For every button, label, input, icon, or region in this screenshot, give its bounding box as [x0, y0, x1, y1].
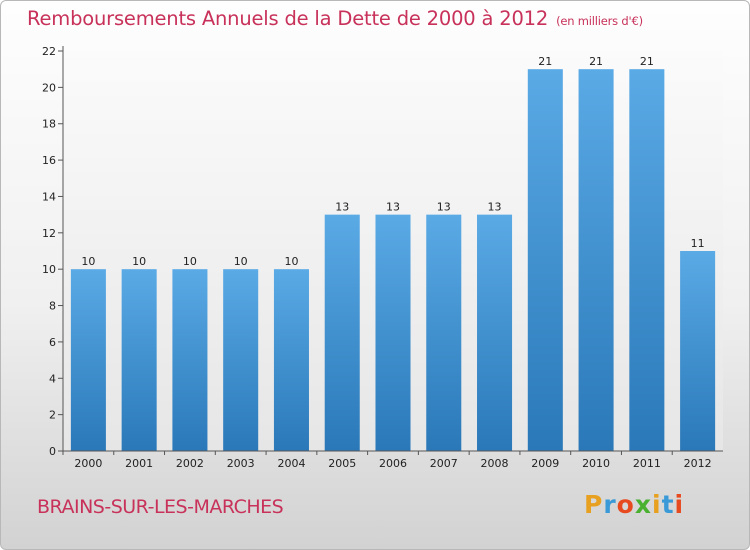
bar-2006: [375, 214, 411, 451]
x-tick-label-2000: 2000: [74, 457, 102, 470]
logo-letter: r: [603, 490, 617, 519]
bar-2007: [426, 214, 462, 451]
x-tick-label-2005: 2005: [328, 457, 356, 470]
logo-letter: i: [674, 490, 685, 519]
x-tick-label-2004: 2004: [277, 457, 305, 470]
y-tick-label-6: 6: [49, 336, 56, 349]
bar-2000: [70, 269, 106, 451]
logo-letter: P: [584, 490, 604, 519]
bar-2011: [629, 69, 665, 451]
logo-letter: t: [661, 490, 675, 519]
value-label-2010: 21: [589, 55, 603, 68]
y-tick-label-8: 8: [49, 300, 56, 313]
y-tick-label-16: 16: [42, 154, 56, 167]
bar-2005: [324, 214, 360, 451]
value-label-2001: 10: [132, 255, 146, 268]
value-label-2006: 13: [386, 201, 400, 214]
x-tick-label-2010: 2010: [582, 457, 610, 470]
bar-2010: [578, 69, 614, 451]
bar-2002: [172, 269, 208, 451]
x-tick-label-2006: 2006: [379, 457, 407, 470]
bar-2001: [121, 269, 157, 451]
bar-2012: [680, 251, 716, 451]
x-tick-label-2007: 2007: [430, 457, 458, 470]
x-tick-label-2011: 2011: [633, 457, 661, 470]
y-tick-label-22: 22: [42, 45, 56, 58]
value-label-2011: 21: [640, 55, 654, 68]
y-tick-label-10: 10: [42, 263, 56, 276]
value-label-2000: 10: [81, 255, 95, 268]
value-label-2009: 21: [538, 55, 552, 68]
proxiti-logo[interactable]: Proxiti: [584, 490, 684, 519]
y-tick-label-20: 20: [42, 81, 56, 94]
value-label-2003: 10: [234, 255, 248, 268]
value-label-2005: 13: [335, 201, 349, 214]
x-tick-label-2012: 2012: [684, 457, 712, 470]
y-tick-label-4: 4: [49, 372, 56, 385]
x-tick-label-2008: 2008: [481, 457, 509, 470]
x-tick-label-2002: 2002: [176, 457, 204, 470]
x-tick-label-2001: 2001: [125, 457, 153, 470]
y-tick-label-2: 2: [49, 409, 56, 422]
bar-2008: [477, 214, 513, 451]
logo-letter: o: [616, 490, 635, 519]
bar-2009: [527, 69, 563, 451]
y-tick-label-12: 12: [42, 227, 56, 240]
bar-2004: [273, 269, 309, 451]
chart-title: Remboursements Annuels de la Dette de 20…: [27, 7, 643, 30]
y-tick-label-0: 0: [49, 445, 56, 458]
bar-2003: [223, 269, 259, 451]
chart-title-text: Remboursements Annuels de la Dette de 20…: [27, 7, 549, 30]
value-label-2008: 13: [488, 201, 502, 214]
bars-group: 10 10 10 10 10 13 13 13 13 21 21 21 11: [70, 55, 716, 451]
value-label-2002: 10: [183, 255, 197, 268]
logo-letter: x: [634, 490, 652, 519]
y-tick-label-18: 18: [42, 118, 56, 131]
x-tick-label-2003: 2003: [227, 457, 255, 470]
axes-group: 2000 2001 2002 2003 2004 2005 2006 2007 2008 2009…: [42, 45, 723, 470]
value-label-2007: 13: [437, 201, 451, 214]
value-label-2012: 11: [691, 237, 705, 250]
chart-subtitle: (en milliers d'€): [556, 14, 643, 28]
value-label-2004: 10: [284, 255, 298, 268]
commune-name: BRAINS-SUR-LES-MARCHES: [37, 496, 284, 518]
logo-letter: i: [652, 490, 662, 519]
x-tick-label-2009: 2009: [531, 457, 559, 470]
y-tick-label-14: 14: [42, 190, 56, 203]
